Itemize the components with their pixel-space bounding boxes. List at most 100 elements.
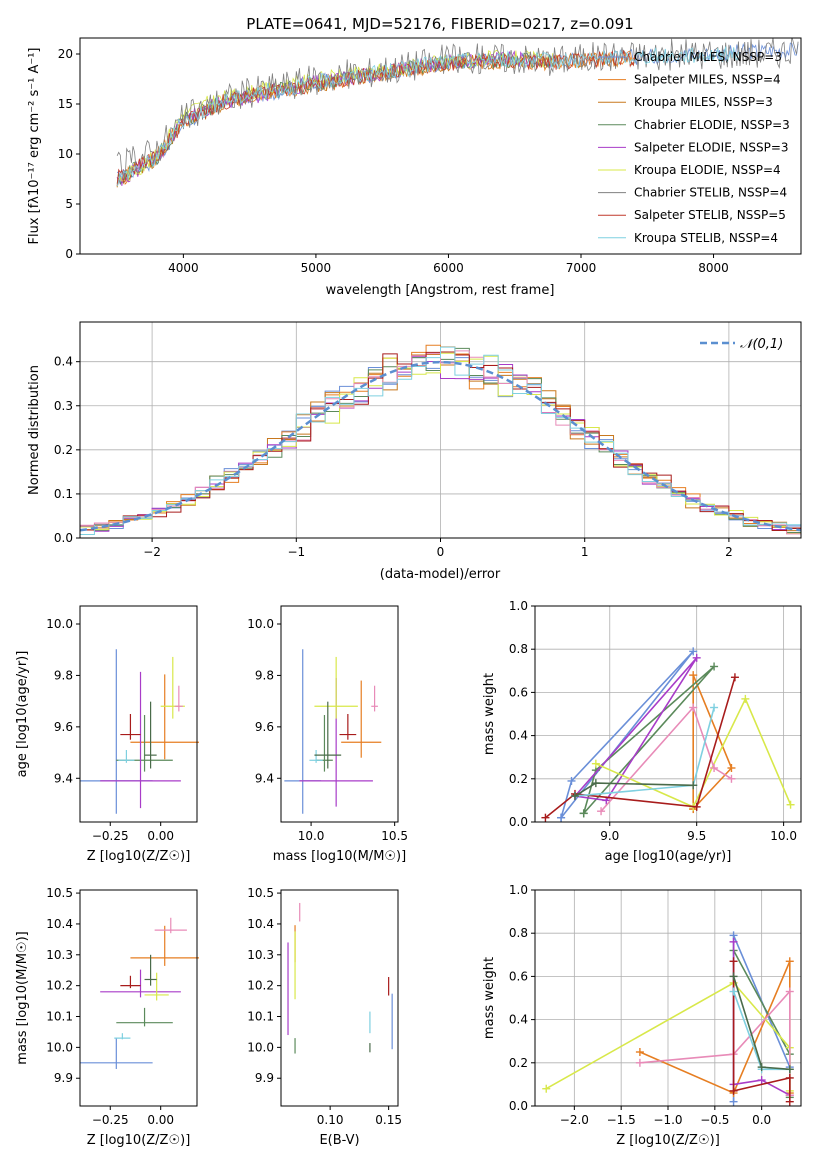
y-tick-label: 0.8: [509, 642, 528, 656]
histogram-step: [80, 346, 801, 536]
spectrum-series-line: [116, 49, 554, 187]
x-tick-label: −2.0: [560, 1113, 589, 1127]
y-tick-label: 9.4: [54, 771, 73, 785]
x-axis-label: mass [log10(M/M☉)]: [273, 849, 406, 864]
x-tick-label: −0.25: [92, 1113, 129, 1127]
y-tick-label: 10.0: [46, 617, 73, 631]
y-axis-label: mass weight: [482, 957, 497, 1039]
y-axis-label: mass weight: [482, 673, 497, 755]
axes-frame: [79, 605, 198, 823]
y-tick-label: 1.0: [509, 883, 528, 897]
weight-series-line: [574, 657, 698, 802]
residuals-xlabel: (data-model)/error: [380, 567, 501, 582]
legend-label: Kroupa MILES, NSSP=3: [634, 95, 773, 109]
x-tick-label: −2: [143, 545, 161, 559]
panel-weight-vs-Z: −2.0 −1.5 −1.0 −0.5 0.0 0.0 0.2 0.4 0.6 0.8 1.0 Z […: [482, 883, 802, 1148]
x-tick-label: −1.5: [607, 1113, 636, 1127]
x-tick-label: −1: [287, 545, 305, 559]
legend-label: Salpeter MILES, NSSP=4: [634, 73, 781, 87]
x-tick-label: 10.0: [298, 829, 325, 843]
panel-age-vs-mass: 10.0 10.5 9.4 9.6 9.8 10.0 mass [log10(M/M☉)]: [247, 605, 408, 864]
y-tick-label: 0.3: [54, 399, 73, 413]
y-tick-label: 10.2: [247, 979, 274, 993]
spectrum-legend: Chabrier MILES, NSSP=3 Salpeter MILES, NS…: [598, 50, 790, 245]
axes-frame: [280, 889, 399, 1107]
axes-frame: [534, 889, 802, 1107]
y-tick-label: 9.6: [255, 720, 274, 734]
panel-mass-vs-Z: −0.25 0.00 9.9 10.0 10.1 10.2 10.3 10.4 10.5 Z [l…: [15, 886, 200, 1148]
residuals-axes-frame: [79, 321, 802, 539]
spectrum-series-line: [116, 38, 799, 180]
axes-frame: [79, 889, 198, 1107]
x-tick-label: 10.0: [770, 829, 797, 843]
y-tick-label: 10.4: [247, 917, 274, 931]
y-tick-label: 1.0: [509, 599, 528, 613]
y-axis-label: age [log10(age/yr)]: [15, 651, 30, 778]
y-tick-label: 9.6: [54, 720, 73, 734]
x-axis-label: Z [log10(Z/Z☉)]: [616, 1133, 720, 1148]
y-tick-label: 0.0: [509, 1099, 528, 1113]
weight-series-line: [692, 674, 733, 810]
y-tick-label: 0.4: [509, 729, 528, 743]
x-tick-label: 6000: [433, 261, 464, 275]
x-tick-label: 9.5: [687, 829, 706, 843]
y-tick-label: 0.2: [54, 443, 73, 457]
y-tick-label: 0.6: [509, 685, 528, 699]
panel-age-vs-Z: −0.25 0.00 9.4 9.6 9.8 10.0 Z [log10(Z/Z☉)] age…: [15, 605, 200, 864]
x-tick-label: 0.10: [317, 1113, 344, 1127]
y-tick-label: 0.1: [54, 487, 73, 501]
x-tick-label: 5000: [301, 261, 332, 275]
legend-label: Kroupa STELIB, NSSP=4: [634, 231, 778, 245]
legend-label: Chabrier ELODIE, NSSP=3: [634, 118, 790, 132]
x-axis-label: Z [log10(Z/Z☉)]: [87, 1133, 191, 1148]
legend-label: Salpeter ELODIE, NSSP=3: [634, 140, 789, 154]
y-tick-label: 0.6: [509, 969, 528, 983]
panel-mass-vs-ebv: 0.10 0.15 9.9 10.0 10.1 10.2 10.3 10.4 10.5 E(B-V…: [247, 886, 402, 1148]
legend-label: Chabrier MILES, NSSP=3: [634, 50, 782, 64]
y-tick-label: 10.3: [46, 948, 73, 962]
y-tick-label: 10.0: [46, 1040, 73, 1054]
y-tick-label: 10.4: [46, 917, 73, 931]
y-tick-label: 0: [65, 247, 73, 261]
y-tick-label: 10.1: [46, 1010, 73, 1024]
y-tick-label: 9.8: [54, 668, 73, 682]
legend-label: Chabrier STELIB, NSSP=4: [634, 186, 787, 200]
panel-weight-vs-age: 9.0 9.5 10.0 0.0 0.2 0.4 0.6 0.8 1.0 age [log10(a…: [482, 599, 802, 864]
spectrum-xlabel: wavelength [Angstrom, rest frame]: [326, 283, 555, 298]
x-axis-label: age [log10(age/yr)]: [605, 849, 732, 864]
y-tick-label: 0.4: [509, 1013, 528, 1027]
x-tick-label: 10.5: [381, 829, 408, 843]
weight-series-line: [600, 705, 732, 812]
y-tick-label: 10.0: [247, 617, 274, 631]
y-tick-label: 0.4: [54, 355, 73, 369]
x-axis-label: E(B-V): [319, 1133, 359, 1148]
spectrum-series-line: [116, 50, 554, 187]
y-tick-label: 9.8: [255, 668, 274, 682]
x-tick-label: −0.5: [700, 1113, 729, 1127]
legend-label: Kroupa ELODIE, NSSP=4: [634, 163, 781, 177]
legend-normal-label: 𝒩(0,1): [740, 337, 783, 352]
normal-curve: [79, 360, 802, 532]
y-tick-label: 0.0: [509, 815, 528, 829]
panel-residuals: −2 −1 0 1 2 0.0 0.1 0.2 0.3 0.4 (data-model)/erro…: [27, 321, 802, 582]
residuals-ylabel: Normed distribution: [27, 365, 42, 495]
y-tick-label: 0.2: [509, 772, 528, 786]
x-tick-label: 7000: [566, 261, 597, 275]
spectrum-series-line: [116, 49, 636, 188]
spectrum-title: PLATE=0641, MJD=52176, FIBERID=0217, z=0…: [246, 15, 633, 33]
spectrum-ylabel: Flux [fλ10⁻¹⁷ erg cm⁻² s⁻¹ A⁻¹]: [27, 48, 42, 245]
y-tick-label: 10.2: [46, 979, 73, 993]
y-tick-label: 9.9: [54, 1071, 73, 1085]
x-tick-label: −1.0: [653, 1113, 682, 1127]
y-tick-label: 9.4: [255, 771, 274, 785]
y-tick-label: 15: [58, 97, 73, 111]
spectrum-axes-frame: [79, 37, 802, 255]
x-tick-label: 9.0: [600, 829, 619, 843]
spectrum-series-line: [116, 50, 636, 186]
x-tick-label: 0.0: [752, 1113, 771, 1127]
y-tick-label: 9.9: [255, 1071, 274, 1085]
x-tick-label: 0.00: [147, 829, 174, 843]
x-tick-label: 0.15: [375, 1113, 402, 1127]
x-tick-label: 0: [437, 545, 445, 559]
